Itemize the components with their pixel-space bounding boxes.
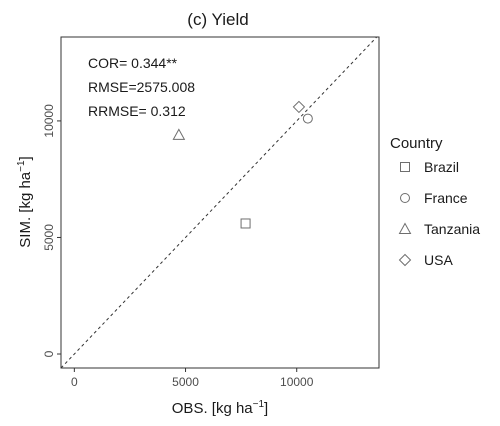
rrmse-annotation: RRMSE= 0.312 xyxy=(88,103,186,119)
legend-key-square xyxy=(400,162,410,172)
y-axis-ticks: 0 5000 10000 xyxy=(42,104,61,357)
x-tick-label: 0 xyxy=(71,375,78,389)
plot-panel-border xyxy=(60,36,380,369)
one-to-one-line xyxy=(60,36,378,369)
cor-annotation: COR= 0.344** xyxy=(88,55,178,71)
data-points xyxy=(172,100,313,229)
x-tick-label: 10000 xyxy=(280,375,314,389)
legend-label: USA xyxy=(424,252,453,268)
legend-key-diamond xyxy=(398,253,412,267)
legend-key-circle xyxy=(400,193,410,203)
y-tick-label: 10000 xyxy=(42,104,56,138)
legend-label: France xyxy=(424,190,468,206)
data-point-usa-diamond xyxy=(292,100,306,114)
plot-area: 0 5000 10000 0 5000 10000 xyxy=(42,36,380,389)
legend: Country Brazil France Tanzania USA xyxy=(390,135,480,268)
y-axis-title: SIM. [kg ha−1] xyxy=(16,156,34,247)
legend-label: Tanzania xyxy=(424,221,480,237)
x-tick-label: 5000 xyxy=(172,375,199,389)
y-tick-label: 0 xyxy=(42,350,56,357)
chart-title: (c) Yield xyxy=(187,10,248,29)
legend-label: Brazil xyxy=(424,159,459,175)
data-point-tanzania-triangle xyxy=(172,128,186,140)
rmse-annotation: RMSE=2575.008 xyxy=(88,79,195,95)
x-axis-ticks: 0 5000 10000 xyxy=(71,368,314,389)
data-point-brazil-square xyxy=(240,218,251,229)
y-tick-label: 5000 xyxy=(42,224,56,251)
x-axis-title: OBS. [kg ha−1] xyxy=(172,399,268,417)
data-point-france-circle xyxy=(302,113,313,124)
legend-title: Country xyxy=(390,135,443,152)
legend-key-triangle xyxy=(398,222,412,234)
